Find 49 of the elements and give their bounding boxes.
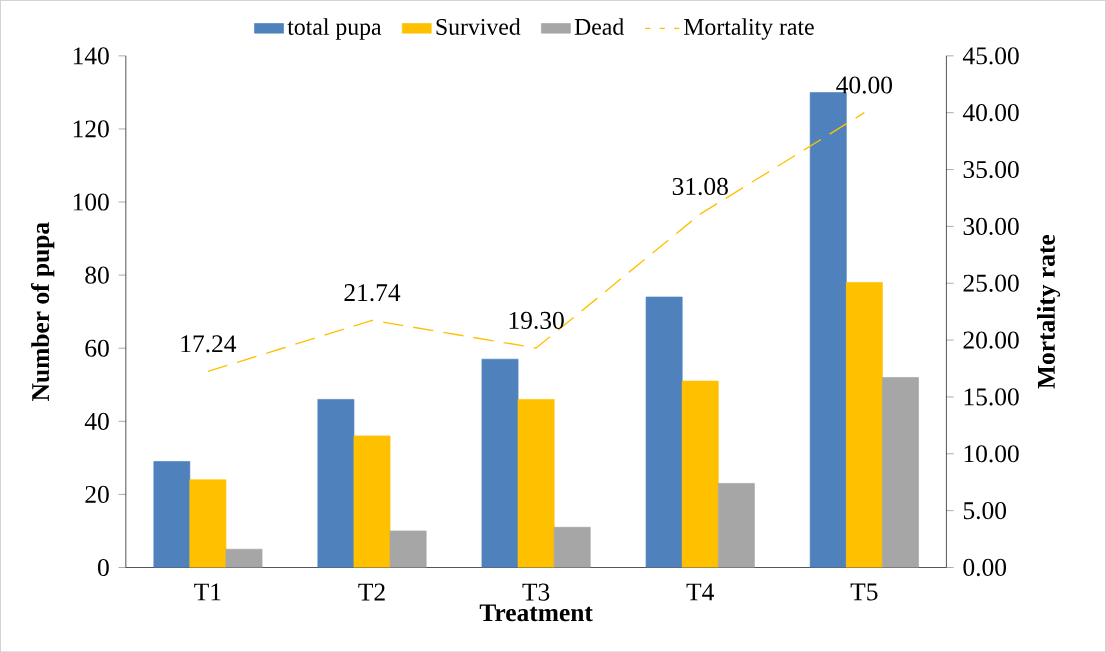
bar <box>517 398 555 568</box>
y-tick-label: 40 <box>84 412 109 430</box>
y2-tick-label: 40.00 <box>962 103 1019 122</box>
y-tick-label: 120 <box>73 120 109 138</box>
data-label: 40.00 <box>836 76 892 94</box>
legend-label: total pupa <box>287 18 382 40</box>
y2-tick-label: 45.00 <box>962 47 1019 65</box>
bar <box>225 548 263 568</box>
bar <box>882 376 919 568</box>
bar <box>153 461 191 568</box>
y2-tick-label: 10.00 <box>964 445 1019 463</box>
data-label: 21.74 <box>344 283 401 302</box>
y2-tick-label: 25.00 <box>963 274 1019 292</box>
x-tick-label: T1 <box>194 583 221 601</box>
bar <box>389 530 427 568</box>
y-tick-label: 100 <box>73 193 109 211</box>
x-tick-label: T3 <box>522 583 550 601</box>
y-tick-label: 60 <box>85 339 109 357</box>
bar <box>553 526 591 568</box>
y-tick-label: 0 <box>98 558 109 576</box>
legend-label: Survived <box>436 18 521 35</box>
data-label: 19.30 <box>509 311 564 329</box>
y2-tick-label: 15.00 <box>964 388 1019 406</box>
y2-axis-title: Mortality rate <box>1037 234 1061 389</box>
bar <box>681 380 719 568</box>
y-axis-title: Number of pupa <box>30 222 55 401</box>
y-tick-label: 80 <box>85 266 109 284</box>
bar <box>481 358 519 568</box>
y-tick-label: 20 <box>85 485 109 503</box>
x-tick-label: T2 <box>358 583 385 601</box>
bar <box>317 398 355 568</box>
y2-tick-label: 5.00 <box>963 501 1007 520</box>
data-label: 31.08 <box>672 177 728 195</box>
x-tick-label: T5 <box>850 583 878 601</box>
bar <box>189 479 227 568</box>
legend-label: Mortality rate <box>684 18 814 40</box>
bar <box>645 296 683 568</box>
x-tick-label: T4 <box>686 583 714 601</box>
legend-label: Dead <box>574 18 624 35</box>
y-tick-label: 140 <box>73 47 109 65</box>
x-axis-title: Treatment <box>479 604 593 622</box>
bar <box>353 435 391 568</box>
y2-tick-label: 0.00 <box>963 558 1007 576</box>
y2-tick-label: 35.00 <box>963 160 1019 179</box>
y2-tick-label: 20.00 <box>963 331 1019 349</box>
y2-tick-label: 30.00 <box>963 217 1019 235</box>
data-label: 17.24 <box>181 335 237 353</box>
bar <box>717 482 755 568</box>
bar <box>845 281 883 568</box>
